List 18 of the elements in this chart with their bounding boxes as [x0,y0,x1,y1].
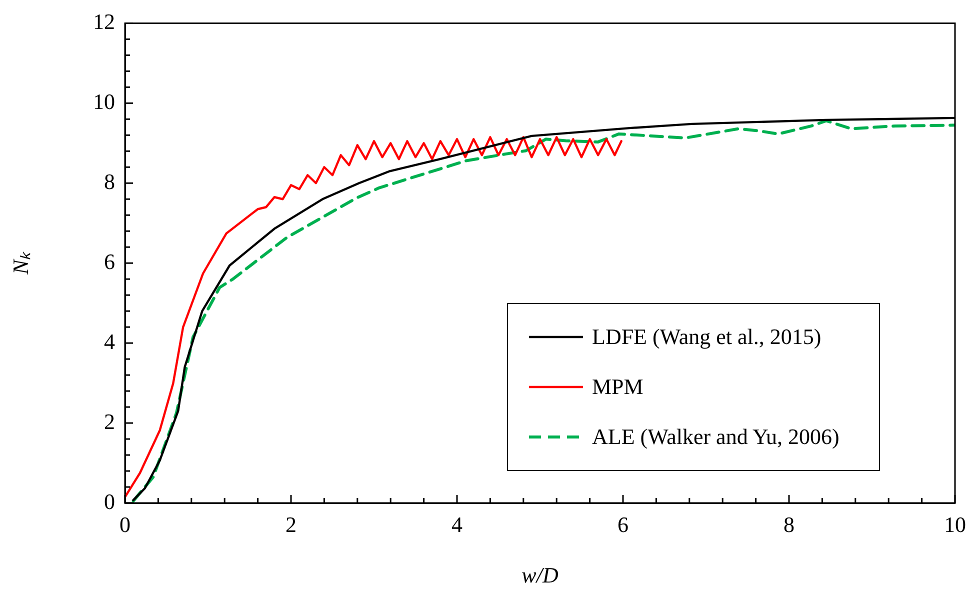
y-tick-label: 8 [104,168,115,194]
x-tick-label: 8 [784,512,794,537]
x-tick-label: 2 [286,512,296,537]
x-tick-label: 10 [944,512,966,537]
y-axis-title: Nₖ [8,250,33,276]
y-tick-label: 12 [93,8,115,34]
y-tick-label: 0 [104,488,115,514]
legend-label: ALE (Walker and Yu, 2006) [592,424,840,450]
x-tick-label: 4 [452,512,462,537]
x-tick-label: 6 [618,512,628,537]
y-tick-label: 2 [104,408,115,434]
y-tick-label: 10 [93,88,115,114]
x-tick-label: 0 [120,512,130,537]
legend-label: MPM [592,374,644,400]
x-axis-title: w/D [522,562,558,588]
legend-label: LDFE (Wang et al., 2015) [592,324,822,350]
y-tick-label: 6 [104,248,115,274]
y-tick-label: 4 [104,328,115,354]
